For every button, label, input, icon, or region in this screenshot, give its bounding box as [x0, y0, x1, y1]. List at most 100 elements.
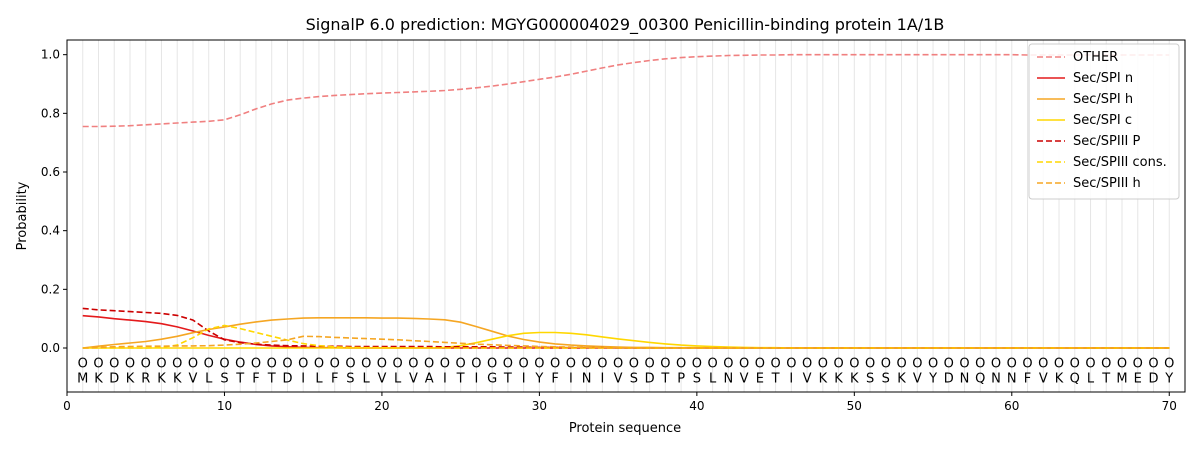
residue-letter: Q	[1070, 371, 1080, 386]
legend-box	[1028, 43, 1180, 200]
residue-marker: O	[503, 357, 513, 372]
residue-marker: O	[755, 357, 765, 372]
residue-letter: K	[94, 371, 103, 386]
series-line	[82, 331, 1170, 349]
x-tick-label: 0	[63, 399, 71, 413]
residue-letter: K	[126, 371, 135, 386]
residue-marker: O	[93, 357, 103, 372]
residue-marker: O	[1054, 357, 1064, 372]
legend-label: Sec/SPIII h	[1073, 176, 1141, 191]
residue-marker: O	[1022, 357, 1032, 372]
residue-marker: O	[944, 357, 954, 372]
residue-letter: V	[803, 371, 812, 386]
y-tick-label: 1.0	[41, 48, 60, 62]
residue-marker: O	[1164, 357, 1174, 372]
series-line	[82, 53, 1170, 128]
legend: OTHER Sec/SPI n Sec/SPI h Sec/SPI c Sec/SPII…	[1028, 43, 1180, 200]
legend-label: Sec/SPI c	[1073, 113, 1132, 128]
residue-marker: O	[78, 357, 88, 372]
residue-letter: Q	[975, 371, 985, 386]
residue-marker: O	[786, 357, 796, 372]
residue-marker: O	[991, 357, 1001, 372]
y-tick-label: 0.4	[41, 224, 60, 238]
residue-letter: A	[425, 371, 434, 386]
residue-marker: O	[377, 357, 387, 372]
residue-letter: N	[991, 371, 1001, 386]
residue-marker: O	[959, 357, 969, 372]
residue-marker: O	[109, 357, 119, 372]
residue-letter: I	[443, 371, 447, 386]
grid-layer	[82, 40, 1170, 392]
residue-letter: N	[723, 371, 733, 386]
legend-label: OTHER	[1073, 50, 1118, 65]
residue-letter: V	[377, 371, 386, 386]
residue-letter: P	[677, 371, 685, 386]
residue-marker: O	[975, 357, 985, 372]
residue-marker: O	[408, 357, 418, 372]
y-axis-label: Probability	[15, 181, 30, 250]
residue-letter: F	[551, 371, 558, 386]
residue-letter: T	[660, 371, 669, 386]
residue-letter: R	[141, 371, 150, 386]
residue-marker: O	[928, 357, 938, 372]
residue-letter: K	[819, 371, 828, 386]
residue-marker: O	[896, 357, 906, 372]
residue-letter: L	[315, 371, 323, 386]
residue-marker: O	[692, 357, 702, 372]
x-tick-label: 70	[1162, 399, 1177, 413]
residue-marker: O	[660, 357, 670, 372]
residue-letter: D	[1148, 371, 1158, 386]
residue-marker: O	[1101, 357, 1111, 372]
legend-label: Sec/SPIII cons.	[1073, 155, 1167, 170]
residue-marker: O	[1148, 357, 1158, 372]
residue-marker: O	[566, 357, 576, 372]
residue-letter: E	[756, 371, 764, 386]
x-tick-label: 50	[847, 399, 862, 413]
residue-marker: O	[739, 357, 749, 372]
residue-letter: K	[1055, 371, 1064, 386]
residue-letter: D	[109, 371, 119, 386]
residue-marker: O	[188, 357, 198, 372]
residue-marker: O	[613, 357, 623, 372]
residue-marker: O	[314, 357, 324, 372]
residue-marker: O	[550, 357, 560, 372]
residue-letter: T	[771, 371, 780, 386]
residue-marker: O	[818, 357, 828, 372]
residue-letter: V	[1039, 371, 1048, 386]
residue-marker: O	[471, 357, 481, 372]
residue-marker: O	[267, 357, 277, 372]
residue-letter: S	[693, 371, 701, 386]
residue-marker: O	[519, 357, 529, 372]
residue-letter: Y	[1164, 371, 1173, 386]
residue-marker: O	[865, 357, 875, 372]
residue-letter: I	[301, 371, 305, 386]
residue-marker: O	[141, 357, 151, 372]
residue-letter: I	[474, 371, 478, 386]
residue-marker: O	[881, 357, 891, 372]
series-layer	[82, 53, 1170, 349]
residue-markers: OMOKODOKOROKOKOVOLOSOTOFOTODOIOLOFOSOLOV…	[77, 357, 1174, 387]
residue-letter: T	[503, 371, 512, 386]
series-line	[82, 324, 1170, 349]
residue-letter: N	[1007, 371, 1017, 386]
residue-letter: I	[569, 371, 573, 386]
residue-letter: V	[913, 371, 922, 386]
series-line	[82, 335, 1170, 349]
residue-letter: L	[709, 371, 717, 386]
x-tick-label: 40	[689, 399, 704, 413]
legend-label: Sec/SPI h	[1073, 92, 1133, 107]
residue-letter: V	[614, 371, 623, 386]
residue-marker: O	[707, 357, 717, 372]
residue-marker: O	[645, 357, 655, 372]
residue-marker: O	[723, 357, 733, 372]
residue-marker: O	[125, 357, 135, 372]
residue-marker: O	[849, 357, 859, 372]
residue-letter: S	[220, 371, 228, 386]
axis-layer: 0 10 20 30 40 50 60 70 0.0 0.2 0.4 0.6 0.8 1.0	[41, 48, 1177, 413]
residue-marker: O	[298, 357, 308, 372]
residue-letter: F	[331, 371, 338, 386]
residue-letter: T	[1101, 371, 1110, 386]
residue-marker: O	[1085, 357, 1095, 372]
